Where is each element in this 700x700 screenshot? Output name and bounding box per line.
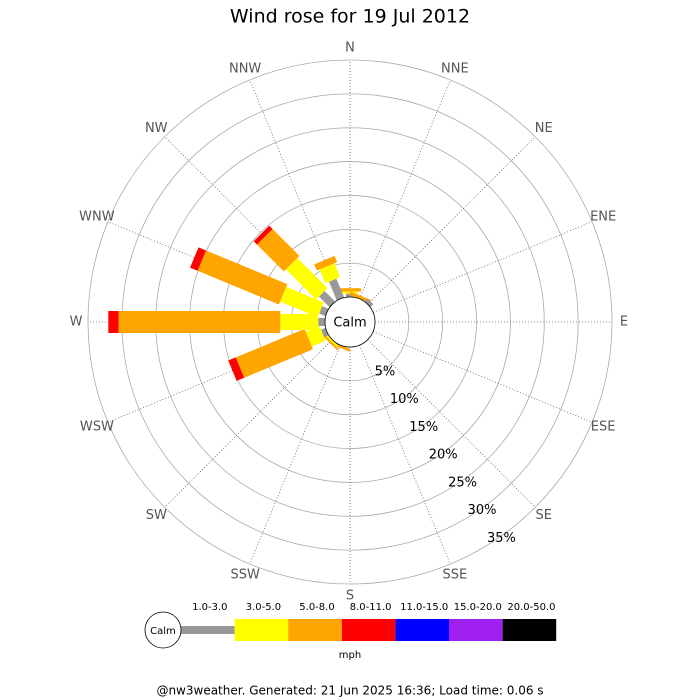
ring-label: 35% bbox=[487, 531, 516, 546]
rose-segment bbox=[318, 318, 326, 326]
ring-label: 20% bbox=[429, 448, 458, 463]
rose-segment bbox=[305, 325, 326, 347]
rose-segment bbox=[235, 328, 313, 378]
legend-label: 20.0-50.0 bbox=[507, 602, 555, 613]
rose-segment bbox=[314, 255, 338, 271]
rose-segment bbox=[321, 333, 339, 351]
rose-segment bbox=[280, 314, 319, 330]
legend-swatch bbox=[288, 619, 342, 641]
legend-label: 15.0-20.0 bbox=[454, 602, 502, 613]
direction-label: NW bbox=[145, 121, 168, 136]
calm-circle bbox=[324, 296, 376, 348]
spoke bbox=[372, 221, 593, 313]
legend-calm-label: Calm bbox=[150, 626, 176, 637]
spoke bbox=[367, 136, 536, 305]
ring-label: 15% bbox=[409, 420, 438, 435]
calm-label: Calm bbox=[333, 316, 366, 331]
grid-ring bbox=[87, 59, 613, 585]
spoke bbox=[367, 339, 536, 508]
rose-segment bbox=[319, 263, 341, 284]
legend-swatch bbox=[234, 619, 289, 641]
ring-label: 25% bbox=[448, 475, 477, 490]
legend-swatch bbox=[395, 619, 449, 641]
legend-label: 11.0-15.0 bbox=[400, 602, 448, 613]
spoke bbox=[164, 339, 333, 508]
footer: @nw3weather. Generated: 21 Jun 2025 16:3… bbox=[156, 684, 543, 698]
legend-unit: mph bbox=[339, 650, 361, 661]
direction-label: WSW bbox=[80, 419, 114, 434]
rose-segment bbox=[328, 278, 345, 301]
direction-label: ENE bbox=[590, 210, 616, 225]
spoke bbox=[372, 331, 593, 423]
rose-segment bbox=[285, 257, 328, 300]
direction-label: E bbox=[620, 315, 628, 330]
rose-segment bbox=[118, 311, 281, 333]
rose-segment bbox=[108, 311, 119, 333]
direction-label: SSE bbox=[442, 568, 467, 583]
spoke bbox=[359, 344, 451, 565]
legend-label: 1.0-3.0 bbox=[192, 602, 227, 613]
legend-swatch bbox=[502, 619, 557, 641]
direction-label: N bbox=[345, 41, 355, 56]
legend-label: 8.0-11.0 bbox=[350, 602, 392, 613]
rose-segment bbox=[325, 334, 338, 347]
spoke bbox=[249, 344, 341, 565]
rose-segment bbox=[228, 357, 245, 381]
legend-calm bbox=[144, 611, 182, 649]
rose-segment bbox=[339, 288, 361, 292]
direction-label: S bbox=[346, 589, 354, 604]
rose-segment bbox=[320, 327, 329, 338]
rose-segment bbox=[349, 291, 372, 304]
direction-label: ESE bbox=[591, 419, 616, 434]
direction-label: NNW bbox=[229, 61, 261, 76]
rose-segment bbox=[364, 298, 374, 308]
rose-segment bbox=[257, 229, 300, 272]
direction-label: SE bbox=[536, 508, 552, 523]
ring-label: 10% bbox=[390, 392, 419, 407]
rose-segment bbox=[342, 291, 358, 294]
direction-label: NNE bbox=[441, 61, 469, 76]
direction-label: SSW bbox=[230, 568, 260, 583]
chart-title: Wind rose for 19 Jul 2012 bbox=[230, 6, 470, 28]
ring-label: 5% bbox=[375, 364, 396, 379]
rose-segment bbox=[197, 250, 288, 305]
rose-segment bbox=[190, 247, 206, 271]
rose-segment bbox=[253, 225, 273, 245]
legend-label: 3.0-5.0 bbox=[246, 602, 281, 613]
rose-segment bbox=[318, 290, 336, 308]
rose-segment bbox=[346, 293, 354, 297]
legend-swatch bbox=[181, 626, 235, 634]
ring-label: 30% bbox=[468, 503, 497, 518]
direction-label: SW bbox=[146, 508, 167, 523]
rose-segment bbox=[280, 286, 324, 318]
legend-swatch bbox=[449, 619, 503, 641]
direction-label: W bbox=[70, 315, 83, 330]
direction-label: WNW bbox=[79, 210, 115, 225]
legend-label: 5.0-8.0 bbox=[299, 602, 334, 613]
spoke bbox=[359, 79, 451, 300]
direction-label: NE bbox=[535, 121, 553, 136]
legend-swatch bbox=[341, 619, 396, 641]
